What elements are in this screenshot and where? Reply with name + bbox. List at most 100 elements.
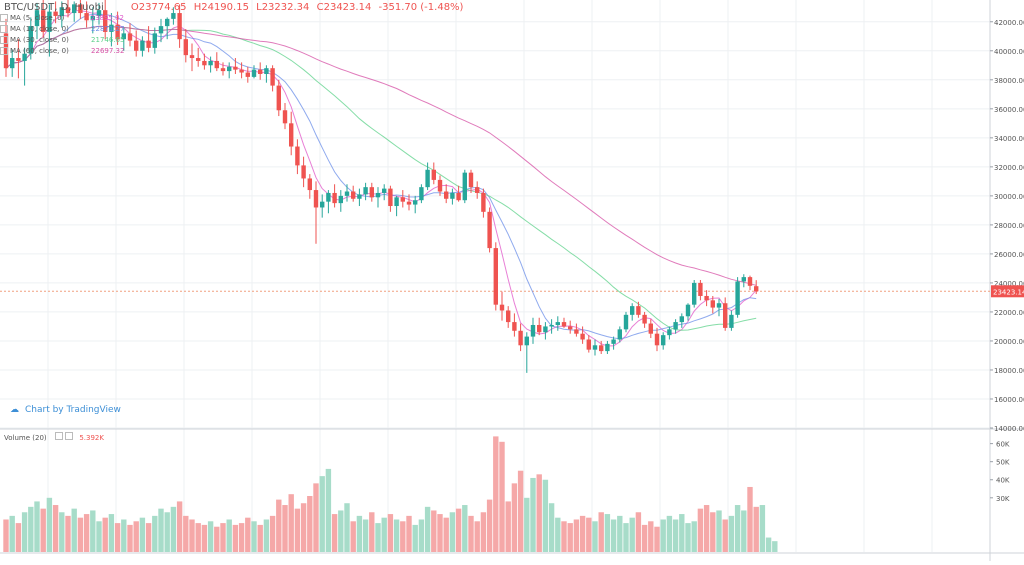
candle-body [406,201,412,205]
volume-bar [207,521,214,552]
candle-body [233,66,238,70]
volume-bar [635,512,642,552]
volume-bar [449,512,456,552]
candle-body [741,277,746,282]
volume-bar [759,505,766,552]
candle-body [146,40,151,48]
candle-body [344,191,350,196]
indicator-ma60[interactable]: MA (60, close, 0) 22697.32 [0,47,124,55]
candle-body [307,178,312,191]
chart-header: BTC/USDT, D, Huobi O23774.65 H24190.15 L… [4,2,467,16]
candle-body [388,188,393,207]
candle-body [264,68,269,74]
candle-body [47,11,52,32]
volume-bar [189,519,195,552]
volume-bar [486,499,493,552]
volume-bar [716,510,722,552]
price-axis[interactable]: 42000.00 40000.00 38000.00 36000.00 34000.00… [990,19,1024,433]
volume-bar [548,503,555,552]
candle-body [220,68,226,72]
eye-icon[interactable] [0,25,8,33]
candle-body [121,33,126,40]
volume-bar [251,521,257,552]
candle-body [537,324,542,333]
indicator-label: MA (60, close, 0) [10,47,69,55]
volume-bar [598,512,604,552]
volume-bar [493,436,499,552]
candle-body [165,18,170,27]
volume-bar [164,512,170,552]
candle-body [115,24,120,40]
candle-body [270,68,275,86]
volume-bar [703,505,710,552]
volume-bar [747,486,753,552]
candle-body [605,343,610,352]
tradingview-branding[interactable]: ☁ Chart by TradingView [10,405,121,415]
eye-icon[interactable] [0,14,8,22]
candle-body [53,11,58,16]
volume-bar [96,521,102,552]
volume-bar [288,494,294,552]
candle-body [468,172,474,188]
volume-bar [536,474,542,552]
candle-body [84,13,89,21]
candle-body [251,69,257,77]
candle-body [710,300,715,308]
volume-bar [195,523,201,552]
candle-body [177,13,182,40]
candle-body [363,187,368,195]
price-tick-label: 20000.00 [994,338,1024,346]
indicator-ma5[interactable]: MA (5, close, 0) 23895.02 [0,14,124,22]
volume-bar [722,519,728,552]
candle-body [685,304,691,317]
settings-icon[interactable] [65,432,74,440]
volume-bar [505,501,511,552]
volume-legend[interactable]: Volume (20) 5.392K [4,432,104,442]
candle-body [499,304,505,311]
candle-body [295,146,300,166]
volume-tick-label: 30K [996,495,1010,503]
candle-body [419,187,424,201]
candle-body [394,197,399,207]
candle-body [90,15,95,21]
volume-bar [629,517,635,552]
eye-icon[interactable] [0,36,8,44]
volume-bar [437,514,443,552]
candle-body [413,200,418,205]
volume-axis[interactable]: 60K 50K 40K 30K [990,441,1010,503]
candle-body [196,58,201,61]
volume-bar [114,523,121,552]
eye-icon[interactable] [54,432,63,440]
volume-bar [660,519,666,552]
price-tick-label: 18000.00 [994,367,1024,375]
candle-body [183,39,188,56]
volume-bar [40,508,46,552]
ma-line-30 [5,25,757,331]
candle-body [16,58,21,61]
candle-body [530,324,536,337]
volume-bar [276,499,282,552]
candle-body [636,306,641,315]
volume-bar [772,541,778,552]
candle-body [549,324,554,327]
indicator-label: MA (5, close, 0) [10,14,65,22]
header-symbol[interactable]: BTC/USDT, D, Huobi [4,2,104,13]
candle-body [96,10,102,16]
volume-bar [59,512,65,552]
candle-body [208,60,213,66]
volume-bar [480,512,487,552]
volume-bar [145,523,152,552]
indicator-ma10[interactable]: MA (10, close, 0) 22871.27 [0,25,124,33]
candle-body [127,33,133,41]
candle-body [518,330,523,346]
indicator-ma30[interactable]: MA (30, close, 0) 21746.65 [0,36,124,44]
indicator-value: 21746.65 [91,36,125,44]
volume-bar [499,441,505,552]
volume-bar [691,521,697,552]
volume-bar [474,521,480,552]
volume-bar [83,514,90,552]
eye-icon[interactable] [0,47,8,55]
volume-tick-label: 40K [996,477,1010,485]
volume-bar [313,483,319,552]
